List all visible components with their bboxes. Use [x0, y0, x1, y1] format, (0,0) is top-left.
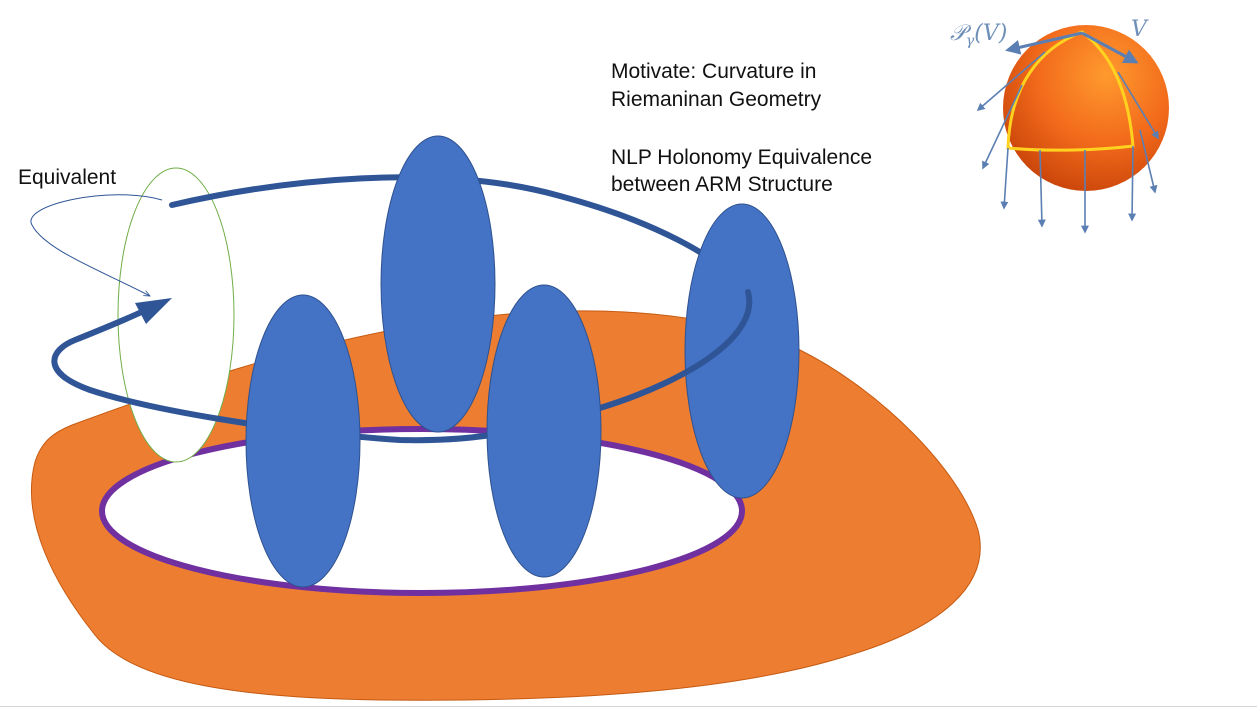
loop-arrowhead	[135, 298, 172, 324]
vector-arrow	[976, 51, 1046, 112]
vector-transported-arrow	[1005, 31, 1083, 55]
slide-bottom-border	[0, 706, 1257, 707]
motivate-line-2: Riemaninan Geometry	[611, 88, 822, 111]
sphere-icon	[1003, 25, 1169, 191]
vector-arrow	[1037, 149, 1046, 228]
equivalent-label: Equivalent	[18, 166, 117, 189]
vector-arrow	[1117, 71, 1159, 140]
vector-arrow	[1128, 145, 1137, 222]
nlp-line-2: between ARM Structure	[611, 173, 833, 196]
green-fiber-ellipse	[117, 167, 235, 463]
purple-ring	[99, 426, 745, 596]
vector-arrow	[982, 84, 1023, 170]
parallel-transport-label: 𝒫γ(V)	[950, 21, 1007, 49]
nlp-line-1: NLP Holonomy Equivalence	[611, 146, 873, 169]
geodesic-triangle	[1006, 30, 1135, 152]
blue-fiber-ellipse-back-right	[684, 203, 800, 499]
blue-fiber-ellipse-front-right	[486, 284, 602, 578]
equivalent-connector-arrow	[30, 194, 163, 296]
blue-fiber-ellipse-front-left	[245, 294, 361, 588]
vector-v-arrow	[1081, 31, 1139, 64]
blue-fiber-ellipse-back-left	[380, 135, 496, 433]
vector-arrow	[1139, 129, 1158, 194]
vector-label: V	[1131, 17, 1149, 42]
vector-arrow	[1000, 147, 1009, 210]
sphere-illustration: 𝒫γ(V) V	[950, 17, 1169, 234]
motivate-line-1: Motivate: Curvature in	[611, 60, 817, 83]
